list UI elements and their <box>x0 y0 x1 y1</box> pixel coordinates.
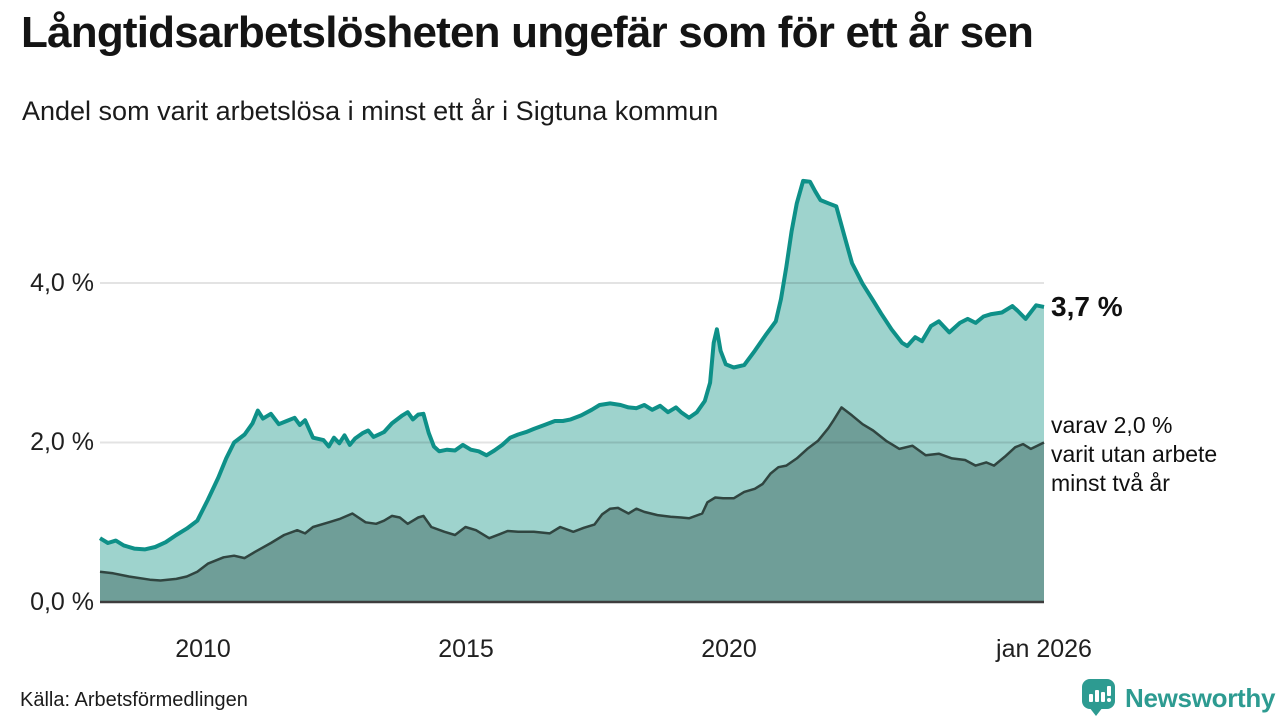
newsworthy-logo[interactable]: Newsworthy <box>1082 678 1275 718</box>
newsworthy-bubble-chart-icon <box>1082 678 1116 718</box>
y-tick-label-0: 0,0 % <box>30 588 94 616</box>
source-credit: Källa: Arbetsförmedlingen <box>20 689 248 711</box>
latest-value-label: 3,7 % <box>1051 291 1123 322</box>
x-tick-label-2010: 2010 <box>175 635 231 663</box>
page-title: Långtidsarbetslösheten ungefär som för e… <box>21 8 1034 57</box>
area-two-years <box>100 407 1044 602</box>
y-tick-label-2: 2,0 % <box>30 428 94 456</box>
x-tick-label-jan-2026: jan 2026 <box>996 635 1092 663</box>
x-tick-label-2020: 2020 <box>701 635 757 663</box>
line-total <box>98 178 1045 552</box>
y-tick-label-4: 4,0 % <box>30 269 94 297</box>
x-tick-label-2015: 2015 <box>438 635 494 663</box>
line-two-years <box>99 406 1045 582</box>
two-year-share-label: varav 2,0 % varit utan arbete minst två … <box>1051 412 1218 496</box>
newsworthy-logo-text: Newsworthy <box>1125 682 1276 713</box>
chart-subtitle: Andel som varit arbetslösa i minst ett å… <box>22 96 719 126</box>
